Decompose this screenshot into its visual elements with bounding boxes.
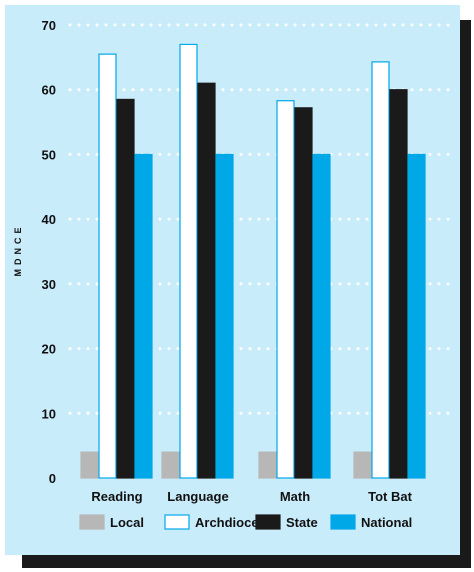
legend-swatch-state <box>255 514 281 530</box>
bar-state-language <box>197 82 216 479</box>
y-tick-label: 30 <box>42 277 56 292</box>
x-category-label: Language <box>167 489 228 504</box>
bar-national-reading <box>134 153 153 479</box>
bar-archdiocese-math <box>276 100 295 479</box>
bar-state-reading <box>116 98 135 479</box>
bar-local-language <box>161 451 180 479</box>
bar-state-math <box>294 107 313 479</box>
y-axis-label: MDNCE <box>13 224 23 277</box>
bar-archdiocese-tot-bat <box>371 61 390 479</box>
bar-local-tot-bat <box>353 451 372 479</box>
bar-state-tot-bat <box>389 89 408 479</box>
y-tick-label: 20 <box>42 342 56 357</box>
legend-swatch-archdiocese <box>164 514 190 530</box>
legend-swatch-local <box>79 514 105 530</box>
legend-label-archdiocese: Archdiocese <box>195 515 273 530</box>
y-axis-title: MDNCE <box>13 224 23 277</box>
y-tick-label: 70 <box>42 18 56 33</box>
y-axis-ticks: 0 10 20 30 40 50 60 70 <box>42 18 56 486</box>
y-tick-label: 10 <box>42 406 56 421</box>
bar-archdiocese-language <box>179 43 198 479</box>
bars <box>80 43 426 479</box>
y-tick-label: 60 <box>42 83 56 98</box>
bar-national-language <box>215 153 234 479</box>
x-category-label: Math <box>280 489 310 504</box>
legend-swatch-national <box>330 514 356 530</box>
bar-archdiocese-reading <box>98 53 117 479</box>
legend-label-state: State <box>286 515 318 530</box>
legend: Local Archdiocese State National <box>79 514 412 530</box>
bar-national-tot-bat <box>407 153 426 479</box>
legend-label-national: National <box>361 515 412 530</box>
bar-national-math <box>312 153 331 479</box>
x-axis-categories: Reading Language Math Tot Bat <box>91 489 412 504</box>
bar-local-math <box>258 451 277 479</box>
legend-label-local: Local <box>110 515 144 530</box>
bar-local-reading <box>80 451 99 479</box>
y-tick-label: 50 <box>42 147 56 162</box>
x-category-label: Reading <box>91 489 142 504</box>
x-category-label: Tot Bat <box>368 489 412 504</box>
y-tick-label: 40 <box>42 212 56 227</box>
y-tick-label: 0 <box>49 471 56 486</box>
